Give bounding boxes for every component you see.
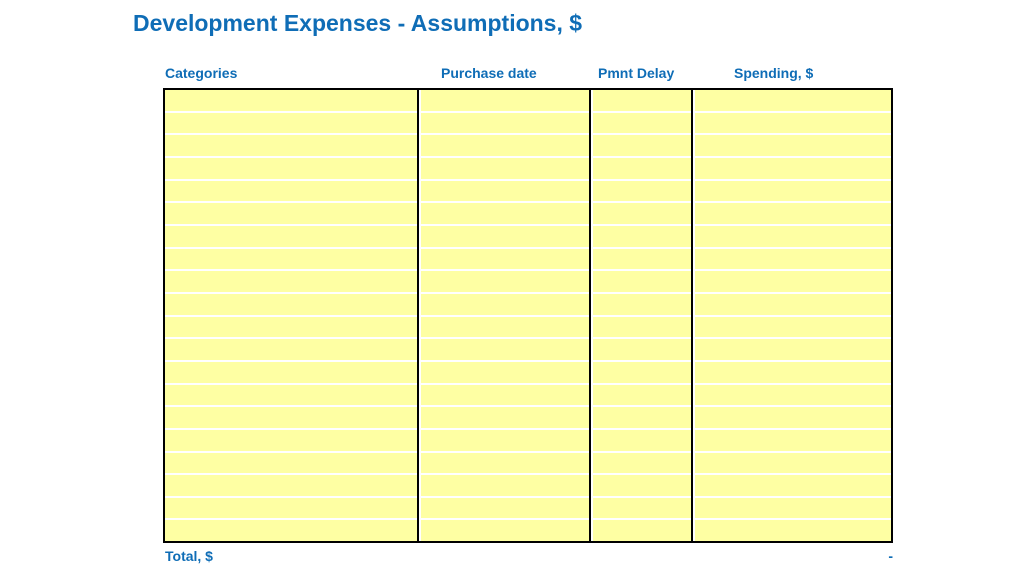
table-cell[interactable] [421,158,589,181]
expenses-table [163,88,893,543]
table-cell[interactable] [165,317,417,340]
table-cell[interactable] [593,158,691,181]
page: Development Expenses - Assumptions, $ Ca… [0,0,1024,577]
table-cell[interactable] [695,317,891,340]
table-cell[interactable] [695,294,891,317]
table-cell[interactable] [593,249,691,272]
table-cell[interactable] [695,181,891,204]
table-cell[interactable] [593,498,691,521]
footer-total-value: - [888,548,893,564]
table-cell[interactable] [421,339,589,362]
table-cell[interactable] [593,203,691,226]
table-cell[interactable] [165,362,417,385]
table-cell[interactable] [421,113,589,136]
table-cell[interactable] [165,385,417,408]
table-cell[interactable] [593,294,691,317]
table-cell[interactable] [593,475,691,498]
table-cell[interactable] [593,339,691,362]
header-purchase-date: Purchase date [441,65,537,81]
table-cell[interactable] [695,203,891,226]
table-cell[interactable] [593,430,691,453]
header-spending: Spending, $ [734,65,813,81]
table-cell[interactable] [421,271,589,294]
footer-total-label: Total, $ [165,548,213,564]
table-cell[interactable] [165,453,417,476]
table-cell[interactable] [165,294,417,317]
table-column-spending [695,90,891,541]
header-pmnt-delay: Pmnt Delay [598,65,674,81]
table-cell[interactable] [593,113,691,136]
table-cell[interactable] [695,90,891,113]
table-cell[interactable] [421,135,589,158]
table-cell[interactable] [695,385,891,408]
page-title: Development Expenses - Assumptions, $ [133,10,582,37]
table-cell[interactable] [165,113,417,136]
header-categories: Categories [165,65,237,81]
table-cell[interactable] [421,362,589,385]
table-cell[interactable] [421,226,589,249]
table-cell[interactable] [165,90,417,113]
table-cell[interactable] [695,453,891,476]
table-cell[interactable] [421,407,589,430]
table-cell[interactable] [593,226,691,249]
table-cell[interactable] [421,90,589,113]
table-cell[interactable] [695,407,891,430]
table-cell[interactable] [421,294,589,317]
table-cell[interactable] [593,181,691,204]
table-cell[interactable] [421,181,589,204]
table-cell[interactable] [593,407,691,430]
table-cell[interactable] [165,520,417,541]
table-cell[interactable] [421,430,589,453]
table-cell[interactable] [165,181,417,204]
table-cell[interactable] [165,339,417,362]
table-cell[interactable] [695,158,891,181]
table-cell[interactable] [421,317,589,340]
table-cell[interactable] [593,271,691,294]
table-cell[interactable] [421,498,589,521]
table-cell[interactable] [593,362,691,385]
table-cell[interactable] [593,385,691,408]
table-cell[interactable] [165,498,417,521]
table-column-purchase_date [421,90,591,541]
table-cell[interactable] [165,226,417,249]
table-column-pmnt_delay [593,90,693,541]
table-cell[interactable] [593,520,691,541]
table-cell[interactable] [421,475,589,498]
table-cell[interactable] [695,520,891,541]
table-cell[interactable] [695,113,891,136]
table-cell[interactable] [593,135,691,158]
table-cell[interactable] [593,90,691,113]
table-cell[interactable] [695,226,891,249]
table-cell[interactable] [421,249,589,272]
table-column-categories [165,90,419,541]
table-cell[interactable] [165,249,417,272]
table-cell[interactable] [165,407,417,430]
table-cell[interactable] [421,520,589,541]
table-cell[interactable] [695,271,891,294]
table-cell[interactable] [695,362,891,385]
table-cell[interactable] [165,135,417,158]
table-cell[interactable] [421,453,589,476]
table-cell[interactable] [695,475,891,498]
table-cell[interactable] [695,339,891,362]
table-cell[interactable] [421,203,589,226]
table-footer: Total, $ - [165,548,893,568]
table-cell[interactable] [165,203,417,226]
table-cell[interactable] [593,453,691,476]
table-cell[interactable] [695,430,891,453]
table-cell[interactable] [165,271,417,294]
table-cell[interactable] [165,158,417,181]
table-cell[interactable] [165,430,417,453]
table-cell[interactable] [695,135,891,158]
table-cell[interactable] [421,385,589,408]
table-cell[interactable] [165,475,417,498]
table-cell[interactable] [593,317,691,340]
column-headers: Categories Purchase date Pmnt Delay Spen… [165,65,893,85]
table-cell[interactable] [695,498,891,521]
table-cell[interactable] [695,249,891,272]
